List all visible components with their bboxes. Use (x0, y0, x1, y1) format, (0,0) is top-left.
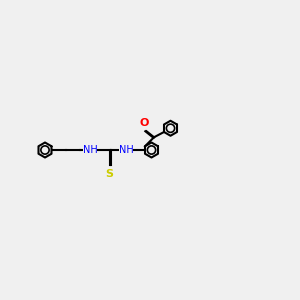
Text: NH: NH (118, 145, 134, 155)
Text: O: O (140, 118, 149, 128)
Text: S: S (106, 169, 113, 178)
Text: NH: NH (82, 145, 98, 155)
